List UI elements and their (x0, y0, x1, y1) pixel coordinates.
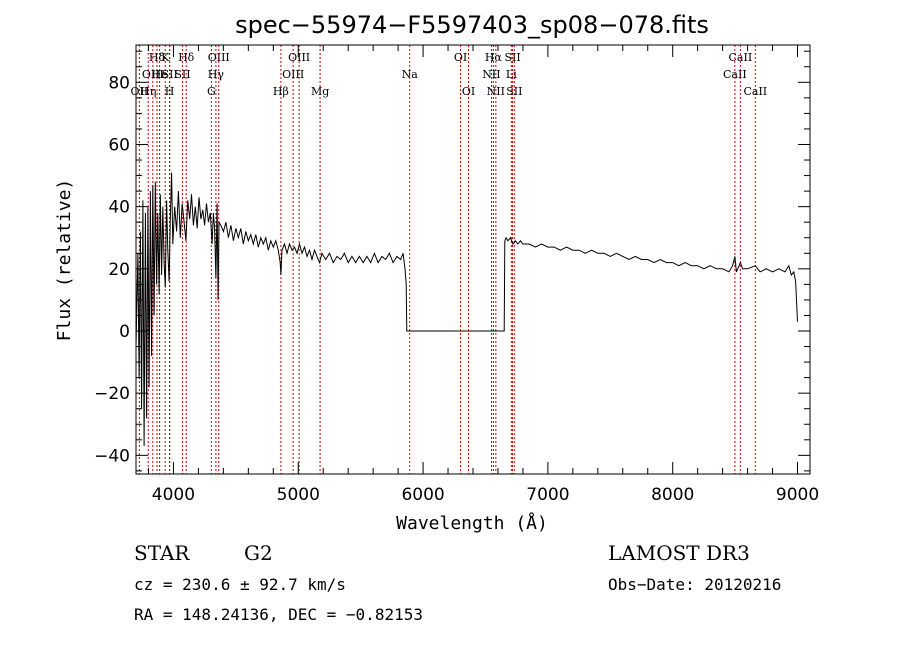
line-label: SII (162, 68, 178, 81)
x-tick-label: 9000 (776, 485, 819, 505)
y-tick-label: −40 (94, 446, 130, 466)
y-tick-label: 60 (108, 135, 130, 155)
line-label: OI (462, 85, 475, 98)
line-label: CaII (743, 85, 767, 98)
subclass: G2 (244, 541, 273, 565)
plot-frame (135, 44, 811, 475)
flux-series-line (135, 172, 798, 447)
spectral-line-markers (138, 45, 756, 474)
x-tick-label: 5000 (277, 485, 320, 505)
y-tick-label: 40 (108, 198, 130, 218)
x-tick-label: 4000 (152, 485, 195, 505)
line-label: SII (504, 51, 520, 64)
line-label: OIII (288, 51, 310, 64)
line-label: G (207, 85, 216, 98)
redshift-info: cz = 230.6 ± 92.7 km/s (134, 575, 346, 594)
x-tick-label: 6000 (401, 485, 444, 505)
chart-title: spec−55974−F5597403_sp08−078.fits (235, 11, 709, 39)
line-label: OIII (282, 68, 304, 81)
line-label: Hγ (208, 68, 225, 81)
line-label: NII (482, 68, 500, 81)
line-label: OIII (208, 51, 230, 64)
line-label: Hα (485, 51, 503, 64)
obs-date: Obs−Date: 20120216 (608, 575, 781, 594)
survey-name: LAMOST DR3 (608, 541, 750, 565)
x-axis-label: Wavelength (Å) (396, 512, 548, 534)
line-label: CaII (729, 51, 753, 64)
x-tick-label: 7000 (526, 485, 569, 505)
line-label: Hβ (273, 85, 289, 98)
object-type: STAR (134, 541, 190, 565)
line-label: OII (131, 85, 149, 98)
line-label: H (165, 85, 175, 98)
line-label: Na (402, 68, 419, 81)
line-label: Hδ (149, 51, 166, 64)
y-axis-ticks: −40 −20 0 20 40 60 80 (94, 50, 810, 472)
line-label: Hδ (178, 51, 195, 64)
y-tick-label: 80 (108, 73, 130, 93)
x-axis-ticks: 4000 5000 6000 7000 8000 9000 (147, 45, 819, 505)
y-tick-label: 0 (119, 322, 130, 342)
line-label: Li (506, 68, 517, 81)
line-label: Mg (311, 85, 329, 98)
y-axis-label: Flux (relative) (54, 179, 75, 342)
coordinates: RA = 148.24136, DEC = −0.82153 (134, 605, 423, 624)
x-tick-label: 8000 (651, 485, 694, 505)
y-tick-label: 20 (108, 260, 130, 280)
line-label: OIII (142, 68, 164, 81)
line-label: K (161, 51, 170, 64)
line-label: NII (487, 85, 505, 98)
line-label: SII (174, 68, 190, 81)
line-label: SII (506, 85, 522, 98)
y-tick-label: −20 (94, 384, 130, 404)
line-label: CaII (723, 68, 747, 81)
line-label: Hη (140, 85, 156, 98)
line-label: OI (454, 51, 467, 64)
line-label: He (152, 68, 168, 81)
spectral-line-labels: OIIHηOIIIHδHeKHSIISIIHδGHγOIIIHβOIIIOIII… (131, 51, 768, 98)
